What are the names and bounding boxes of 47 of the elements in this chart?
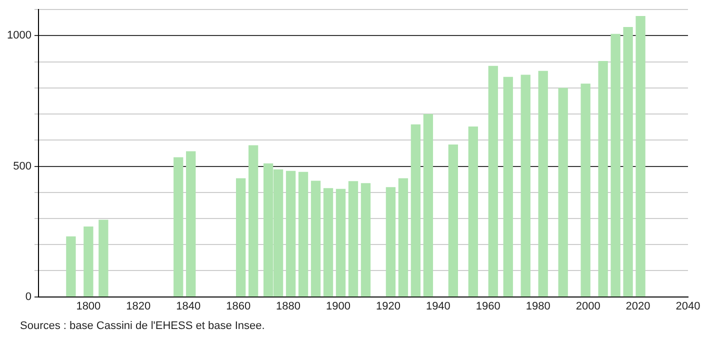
x-tick-label: 1880 [276,300,301,312]
x-tick-label: 1820 [126,300,151,312]
bar [448,144,458,297]
bar [538,70,548,297]
bar [636,16,646,297]
bar [423,114,434,297]
x-tick-label: 1920 [376,300,400,312]
bar [236,178,246,297]
x-tick-label: 1800 [76,300,101,312]
source-note: Sources : base Cassini de l'EHESS et base Insee. [20,320,265,332]
x-tick-label: 2000 [576,300,600,312]
bar [386,187,396,297]
bar [360,183,371,297]
x-tick-label: 1980 [526,300,550,312]
bar [468,126,478,297]
bar [558,88,568,297]
bar [580,84,590,297]
bar [186,151,196,297]
bar [503,76,513,297]
bar [310,180,321,297]
bar [298,172,308,297]
x-tick-label: 1960 [476,300,500,312]
bar [488,66,498,297]
x-tick-label: 1860 [226,300,251,312]
bar [248,145,258,297]
y-tick-label: 0 [25,290,32,303]
bar [520,74,530,297]
bar [410,124,421,297]
x-tick-label: 2040 [676,300,700,312]
x-tick-label: 1940 [426,300,450,312]
bar [84,226,94,297]
bar [286,170,296,297]
x-tick-label: 1840 [176,300,201,312]
y-tick-label: 1000 [6,30,32,42]
bar [610,34,620,297]
bar [623,27,633,297]
y-tick-label: 500 [13,160,32,172]
bar [323,188,334,297]
bar [336,188,346,297]
bar [174,157,184,297]
bar [66,236,76,297]
bar [98,220,108,297]
x-tick-label: 1900 [326,300,350,312]
x-tick-label: 2020 [626,300,650,312]
bar [348,181,358,297]
bar [598,60,608,297]
bar [398,178,408,297]
